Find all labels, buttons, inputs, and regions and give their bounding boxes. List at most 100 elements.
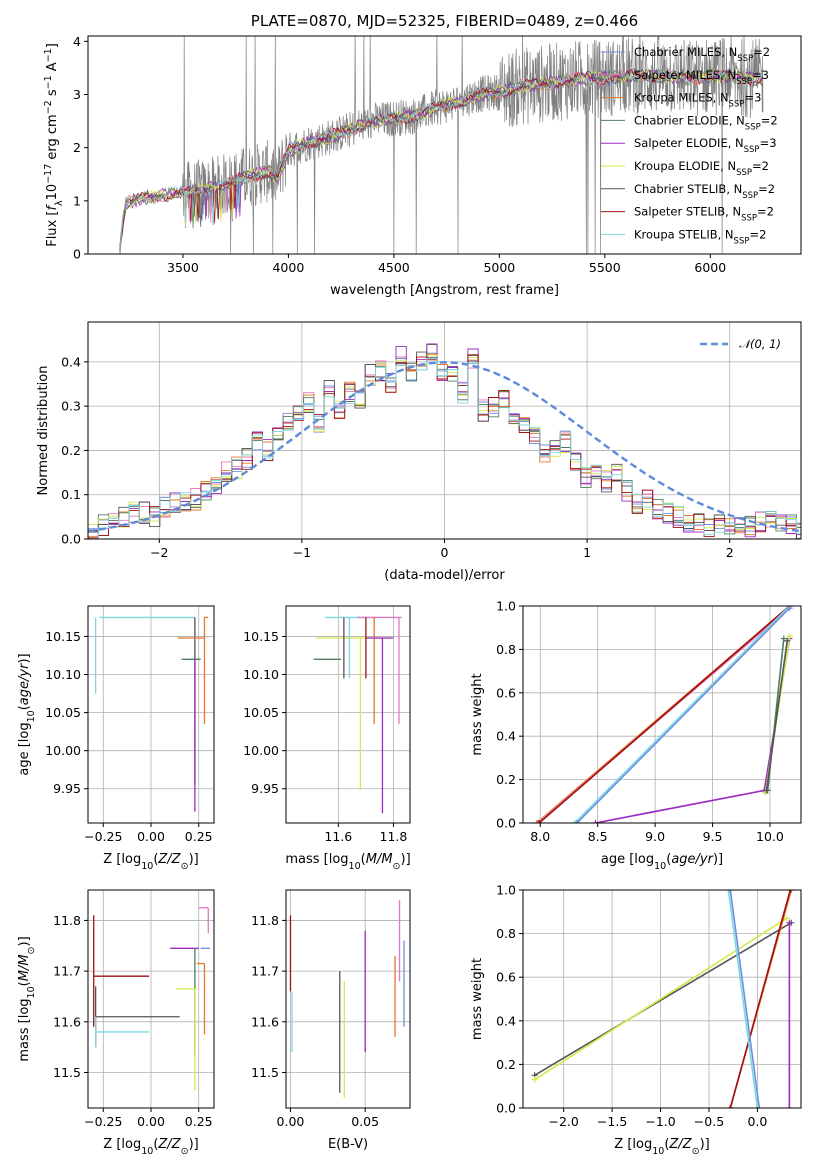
weight-point <box>592 820 599 823</box>
axes-frame <box>87 35 802 255</box>
x-tick-label: −2 <box>150 545 168 560</box>
figure-title: PLATE=0870, MJD=52325, FIBERID=0489, z=0… <box>250 12 639 30</box>
y-tick-label: 0.3 <box>61 399 81 414</box>
y-tick-label: 0.8 <box>496 926 516 941</box>
weight-line <box>765 640 788 791</box>
x-tick-label: 1 <box>583 545 591 560</box>
x-tick-label: 0 <box>441 545 449 560</box>
weight-point <box>727 890 734 893</box>
x-tick-label: 4500 <box>378 260 410 275</box>
y-tick-label: 0.0 <box>496 1101 516 1116</box>
model-spectrum-line <box>119 68 763 254</box>
mass-vs-Z-plot-area <box>93 907 211 1091</box>
y-tick-label: 10.05 <box>45 705 81 720</box>
x-tick-label: −1.0 <box>645 1114 675 1129</box>
weight-point <box>786 633 793 640</box>
weight-line <box>538 606 791 823</box>
mass-vs-Z-panel: −0.25 0.00 0.25 11.5 11.6 11.7 11.8 Z [log10(Z/… <box>17 889 215 1157</box>
weight-point <box>754 1105 761 1108</box>
y-tick-label: 10.15 <box>45 629 81 644</box>
y-tick-label: 0.6 <box>496 970 516 985</box>
weight-vs-age-panel: 8.0 8.5 9.0 9.5 10.0 0.0 0.2 0.4 0.6 0.8 1.0 age [l… <box>470 599 802 872</box>
x-tick-label: 0.00 <box>137 829 165 844</box>
model-spectrum-line <box>119 68 763 252</box>
weight-point <box>784 637 791 644</box>
y-tick-label: 1 <box>73 193 81 208</box>
x-tick-label: 0.0 <box>747 1114 767 1129</box>
y-tick-label: 11.7 <box>251 964 279 979</box>
age-vs-Z-panel: −0.25 0.00 0.25 9.95 10.00 10.05 10.10 10.15 Z [… <box>17 605 215 872</box>
x-axis-label: mass [log10(M/M⊙)] <box>285 852 410 872</box>
x-tick-label: 0.25 <box>185 1114 213 1129</box>
residuals-legend: 𝒩(0, 1) <box>700 337 781 351</box>
axes-frame <box>87 889 215 1109</box>
residuals-plot-area <box>88 343 801 539</box>
x-tick-label: 2 <box>726 545 734 560</box>
legend-label: Kroupa ELODIE, NSSP=2 <box>634 159 769 178</box>
spectrum-legend: Chabrier MILES, NSSP=2 Salpeter MILES, NS… <box>601 45 778 246</box>
x-tick-label: −1.5 <box>597 1114 627 1129</box>
y-tick-label: 11.6 <box>251 1014 279 1029</box>
x-tick-label: 11.6 <box>324 829 352 844</box>
y-tick-label: 11.8 <box>251 913 279 928</box>
weight-point <box>786 1105 793 1108</box>
x-tick-label: 0.05 <box>351 1114 379 1129</box>
y-axis-label: Flux [fλ10−17 erg cm−2 s−1 A−1] <box>43 43 65 247</box>
x-tick-label: −0.5 <box>694 1114 724 1129</box>
spectrum-plot-area <box>119 36 764 254</box>
x-tick-label: −2.0 <box>549 1114 579 1129</box>
age-vs-mass-plot-area <box>313 616 402 814</box>
y-tick-label: 9.95 <box>251 781 279 796</box>
legend-label: Salpeter ELODIE, NSSP=3 <box>634 136 777 155</box>
weight-point <box>783 915 790 922</box>
axes-frame <box>285 889 411 1109</box>
age-vs-Z-plot-area <box>94 616 209 812</box>
weight-vs-age-plot-area <box>533 606 793 823</box>
y-tick-label: 0.4 <box>496 729 516 744</box>
y-tick-label: 0.2 <box>496 1057 516 1072</box>
weight-line <box>727 890 759 1108</box>
x-tick-label: 4000 <box>272 260 304 275</box>
y-tick-label: 11.6 <box>53 1014 81 1029</box>
residual-histogram-line <box>88 354 801 539</box>
age-vs-mass-panel: 11.6 11.8 9.95 10.00 10.05 10.10 10.15 mass [lo… <box>243 605 411 872</box>
y-tick-label: 0.1 <box>61 487 81 502</box>
x-axis-label: (data-model)/error <box>384 568 505 583</box>
y-axis-label: mass [log10(M/M⊙)] <box>17 936 37 1061</box>
x-tick-label: 5500 <box>589 260 621 275</box>
residual-histogram-line <box>88 358 801 539</box>
y-tick-label: 0.4 <box>61 354 81 369</box>
axes-frame <box>285 605 411 824</box>
legend-label: 𝒩(0, 1) <box>739 337 781 351</box>
weight-point <box>756 1105 763 1108</box>
weight-point <box>534 820 541 823</box>
axes-frame <box>522 889 802 1109</box>
weight-point <box>533 820 540 823</box>
legend-label: Chabrier MILES, NSSP=2 <box>634 45 770 64</box>
weight-line <box>729 890 761 1108</box>
weight-point <box>536 820 543 823</box>
weight-vs-Z-panel: −2.0 −1.5 −1.0 −0.5 0.0 0.0 0.2 0.4 0.6 0.8 1.0 Z [… <box>470 883 802 1157</box>
residuals-panel: −2 −1 0 1 2 0.0 0.1 0.2 0.3 0.4 𝒩(0, 1) (data-model… <box>36 321 802 583</box>
weight-vs-Z-plot-area <box>531 890 795 1108</box>
x-axis-label: Z [log10(Z/Z⊙)] <box>614 1137 709 1157</box>
x-tick-label: 6000 <box>694 260 726 275</box>
weight-point <box>727 1105 734 1108</box>
x-tick-label: 5000 <box>483 260 515 275</box>
legend-label: Salpeter MILES, NSSP=3 <box>634 68 769 87</box>
weight-point <box>788 890 795 893</box>
weight-line <box>534 917 787 1081</box>
x-tick-label: 8.0 <box>530 829 550 844</box>
x-tick-label: −0.25 <box>84 829 122 844</box>
weight-point <box>786 919 793 926</box>
gaussian-curve <box>88 361 801 533</box>
x-tick-label: 0.00 <box>277 1114 305 1129</box>
weight-point <box>531 1076 538 1083</box>
weight-point <box>573 820 580 823</box>
x-tick-label: 8.5 <box>588 829 608 844</box>
y-tick-label: 0.2 <box>61 443 81 458</box>
x-tick-label: 0.25 <box>185 829 213 844</box>
y-tick-label: 11.8 <box>53 913 81 928</box>
y-tick-label: 0.6 <box>496 685 516 700</box>
